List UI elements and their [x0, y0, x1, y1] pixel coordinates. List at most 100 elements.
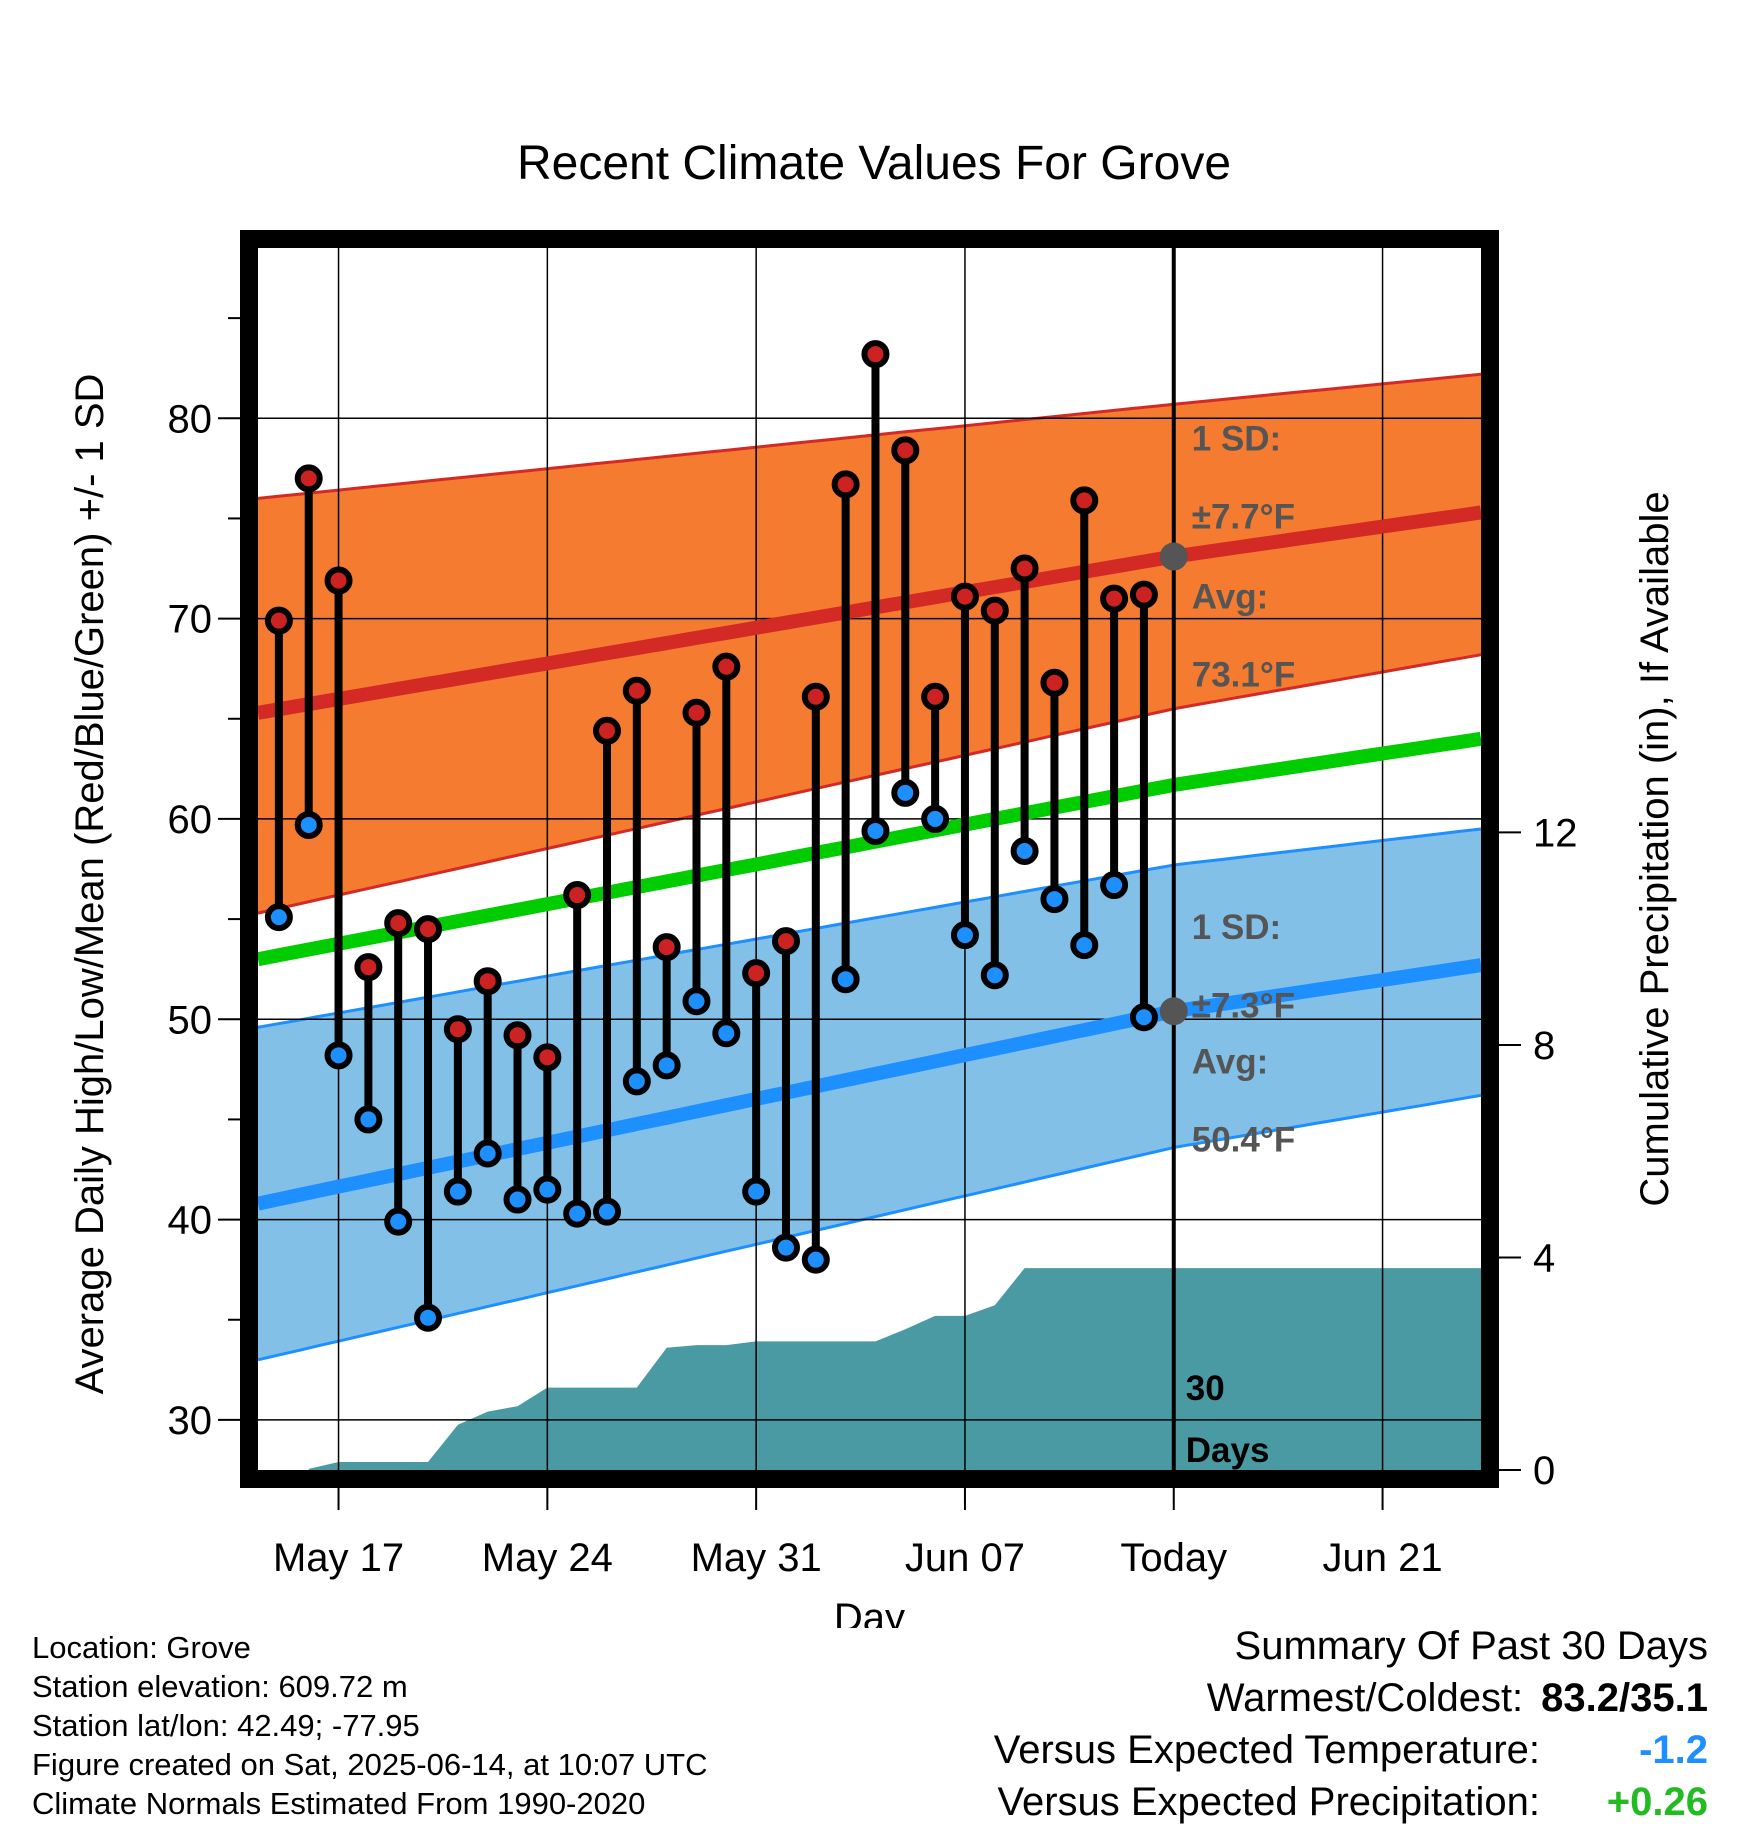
x-tick-label: May 31 [691, 1536, 822, 1580]
low-temp-dot [1100, 871, 1129, 900]
low-temp-dot [384, 1207, 413, 1236]
high-temp-dot [831, 470, 860, 499]
y-tick-label: 30 [168, 1399, 213, 1443]
high-temp-dot [980, 596, 1009, 625]
low-temp-dot [443, 1177, 472, 1206]
low-temp-dot [622, 1067, 651, 1096]
low-temp-dot [264, 903, 293, 932]
high-temp-dot [1010, 554, 1039, 583]
created-text: Figure created on Sat, 2025-06-14, at 10… [32, 1747, 708, 1782]
high-temp-dot [682, 698, 711, 727]
low-temp-dot [324, 1041, 353, 1070]
high-temp-dot [891, 436, 920, 465]
high-band-lower-edge [258, 653, 1481, 915]
high-temp-dot [1070, 486, 1099, 515]
high-sd-value: ±7.7°F [1192, 497, 1295, 536]
high-temp-dot [652, 933, 681, 962]
high-temp-dot [563, 881, 592, 910]
high-temp-dot [533, 1043, 562, 1072]
latlon-text: Station lat/lon: 42.49; -77.95 [32, 1708, 420, 1743]
chart-title: Recent Climate Values For Grove [516, 137, 1232, 190]
high-temp-dot [1040, 668, 1069, 697]
y2-axis-label: Cumulative Precipitation (in), If Availa… [1633, 491, 1677, 1206]
x-tick-label: Jun 21 [1323, 1536, 1443, 1580]
y2-tick-label: 12 [1533, 811, 1578, 855]
period-days-number: 30 [1186, 1369, 1225, 1408]
high-temp-dot [294, 464, 323, 493]
low-temp-dot [1070, 931, 1099, 960]
temp-value: -1.2 [1639, 1728, 1708, 1772]
high-temp-dot [771, 927, 800, 956]
y-tick-label: 60 [168, 798, 213, 842]
high-temp-dot [473, 967, 502, 996]
y-tick-label: 70 [168, 598, 213, 642]
low-sd-label: 1 SD: [1192, 908, 1281, 947]
low-temp-dot [1129, 1003, 1158, 1032]
station-info: Location: Grove Station elevation: 609.7… [32, 1628, 708, 1823]
x-axis-label: Day [834, 1596, 905, 1628]
low-temp-dot [980, 961, 1009, 990]
x-tick-label: Jun 07 [905, 1536, 1025, 1580]
low-avg-label: Avg: [1192, 1042, 1268, 1081]
high-temp-dot [861, 340, 890, 369]
low-temp-dot [682, 987, 711, 1016]
low-temp-dot [950, 921, 979, 950]
high-sd-label: 1 SD: [1192, 419, 1281, 458]
warm-cold-value: 83.2/35.1 [1541, 1676, 1708, 1720]
low-avg-today-marker [1159, 997, 1188, 1026]
precip-label: Versus Expected Precipitation: [997, 1780, 1540, 1824]
low-temp-dot [801, 1245, 830, 1274]
high-band-upper-edge [258, 372, 1481, 500]
summary-temp: Versus Expected Temperature: -1.2 [994, 1724, 1708, 1776]
low-temp-dot [712, 1019, 741, 1048]
high-temp-dot [1129, 580, 1158, 609]
low-temp-dot [473, 1139, 502, 1168]
high-temp-dot [443, 1015, 472, 1044]
low-temp-dot [533, 1175, 562, 1204]
summary-warm-cold: Warmest/Coldest: 83.2/35.1 [994, 1672, 1708, 1724]
y2-tick-label: 4 [1533, 1236, 1555, 1280]
x-tick-label: May 24 [482, 1536, 613, 1580]
high-temp-dot [324, 566, 353, 595]
normals-text: Climate Normals Estimated From 1990-2020 [32, 1786, 646, 1821]
low-temp-dot [294, 810, 323, 839]
high-temp-dot [950, 582, 979, 611]
elevation-text: Station elevation: 609.72 m [32, 1669, 408, 1704]
y-tick-label: 40 [168, 1199, 213, 1243]
low-sd-value: ±7.3°F [1192, 986, 1295, 1025]
high-temp-dot [354, 953, 383, 982]
high-temp-dot [801, 682, 830, 711]
high-temp-dot [742, 959, 771, 988]
plot-area [258, 248, 1481, 1470]
location-text: Location: Grove [32, 1630, 251, 1665]
period-days-label: Days [1186, 1431, 1270, 1470]
x-tick-label: Today [1120, 1536, 1227, 1580]
high-temp-dot [1100, 584, 1129, 613]
summary-panel: Summary Of Past 30 Days Warmest/Coldest:… [994, 1620, 1708, 1828]
low-avg-value: 50.4°F [1192, 1120, 1296, 1159]
low-temp-dot [921, 804, 950, 833]
low-temp-dot [414, 1303, 443, 1332]
low-temp-dot [354, 1105, 383, 1134]
x-tick-label: May 17 [273, 1536, 404, 1580]
low-temp-dot [1010, 836, 1039, 865]
low-temp-dot [861, 816, 890, 845]
high-temp-dot [712, 652, 741, 681]
high-avg-value: 73.1°F [1192, 656, 1296, 695]
high-temp-dot [593, 716, 622, 745]
low-temp-dot [593, 1197, 622, 1226]
y2-tick-label: 0 [1533, 1449, 1555, 1493]
plot-frame [240, 230, 1499, 1488]
precip-value: +0.26 [1606, 1780, 1708, 1824]
high-temp-dot [503, 1021, 532, 1050]
low-temp-dot [652, 1051, 681, 1080]
low-band-upper-edge [258, 827, 1481, 1029]
low-band-lower-edge [258, 1093, 1481, 1362]
y2-tick-label: 8 [1533, 1024, 1555, 1068]
low-temp-dot [563, 1199, 592, 1228]
summary-heading: Summary Of Past 30 Days [1234, 1624, 1708, 1668]
high-temp-dot [622, 676, 651, 705]
low-temp-dot [742, 1177, 771, 1206]
low-temp-dot [1040, 885, 1069, 914]
high-avg-today-marker [1159, 542, 1188, 571]
